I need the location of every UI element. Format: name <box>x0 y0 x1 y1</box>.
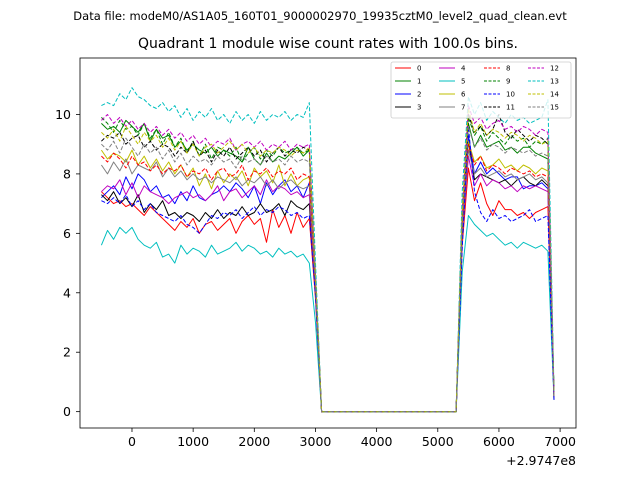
x-tick-label: 1000 <box>177 434 209 449</box>
series-line-12 <box>101 105 555 413</box>
x-tick-label: 7000 <box>544 434 576 449</box>
axes-frame <box>79 57 577 429</box>
legend-label-2: 2 <box>417 91 421 99</box>
series-line-9 <box>101 116 555 413</box>
series-line-10 <box>101 125 555 413</box>
series-line-2 <box>101 134 555 413</box>
x-tick-label: 5000 <box>422 434 454 449</box>
series-line-4 <box>101 155 555 413</box>
file-name-suptitle: Data file: modeM0/AS1A05_160T01_90000029… <box>73 9 567 23</box>
legend-label-4: 4 <box>461 65 466 73</box>
legend-label-5: 5 <box>461 78 465 86</box>
legend-label-12: 12 <box>550 65 559 73</box>
legend-label-1: 1 <box>417 78 421 86</box>
y-axis: 0 2 4 6 8 10 <box>55 107 80 419</box>
x-axis: 0 1000 2000 3000 4000 5000 6000 7000 <box>128 428 576 449</box>
y-tick-label: 10 <box>55 107 71 122</box>
y-tick-label: 2 <box>63 345 71 360</box>
legend-box <box>390 61 572 119</box>
series-line-6 <box>100 140 555 413</box>
series-line-8 <box>101 143 555 413</box>
legend-label-7: 7 <box>461 104 465 112</box>
y-tick-label: 8 <box>63 166 71 181</box>
legend-label-8: 8 <box>506 65 510 73</box>
legend-label-11: 11 <box>506 104 515 112</box>
legend-label-0: 0 <box>417 65 421 73</box>
series-line-15 <box>101 125 555 413</box>
legend-label-13: 13 <box>550 78 559 86</box>
legend-label-10: 10 <box>506 91 515 99</box>
x-tick-label: 2000 <box>238 434 270 449</box>
legend-label-9: 9 <box>506 78 510 86</box>
legend-label-14: 14 <box>550 91 559 99</box>
series-line-3 <box>101 140 555 413</box>
x-tick-label: 6000 <box>483 434 515 449</box>
x-tick-label: 4000 <box>361 434 393 449</box>
y-tick-label: 0 <box>63 404 71 419</box>
legend-label-6: 6 <box>461 91 466 99</box>
x-axis-offset-label: +2.9747e8 <box>506 453 576 468</box>
x-tick-label: 3000 <box>300 434 332 449</box>
series-line-14 <box>101 108 555 413</box>
series-line-13 <box>101 87 555 413</box>
y-tick-label: 6 <box>63 226 71 241</box>
series-line-7 <box>100 149 555 413</box>
y-tick-label: 4 <box>63 285 71 300</box>
chart-title: Quadrant 1 module wise count rates with … <box>138 36 518 52</box>
legend-label-15: 15 <box>550 104 559 112</box>
series-line-5 <box>100 215 555 413</box>
legend-label-3: 3 <box>417 104 421 112</box>
x-tick-label: 0 <box>128 434 136 449</box>
